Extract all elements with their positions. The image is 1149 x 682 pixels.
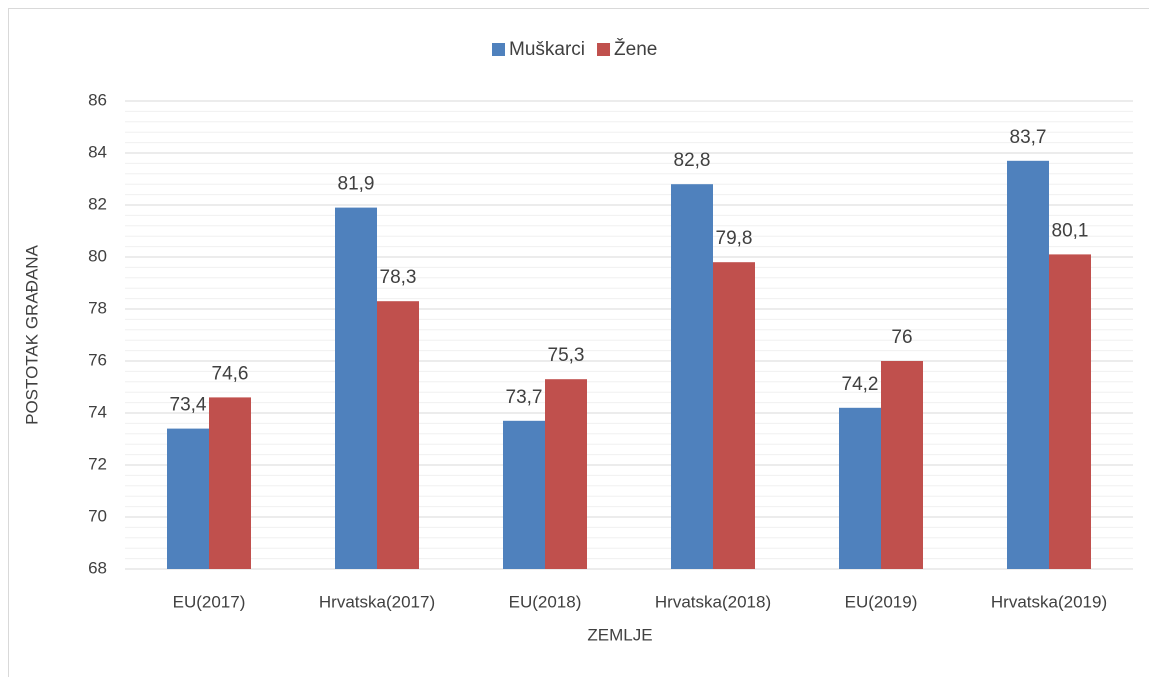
x-tick-label: EU(2018): [509, 592, 582, 611]
bar: [713, 262, 755, 569]
data-label: 73,7: [506, 387, 543, 408]
data-label: 81,9: [338, 174, 375, 195]
bar: [545, 379, 587, 569]
data-label: 83,7: [1010, 127, 1047, 148]
y-tick-label: 82: [88, 194, 107, 213]
y-tick-label: 84: [88, 142, 107, 161]
y-axis-title: POSTOTAK GRAĐANA: [22, 244, 41, 424]
bar: [881, 361, 923, 569]
bar: [503, 421, 545, 569]
y-tick-label: 72: [88, 454, 107, 473]
data-label: 75,3: [548, 345, 585, 366]
data-label: 74,6: [212, 363, 249, 384]
legend-label: Žene: [614, 38, 657, 60]
data-label: 78,3: [380, 267, 417, 288]
bar: [209, 397, 251, 569]
y-tick-label: 70: [88, 506, 107, 525]
y-tick-label: 68: [88, 558, 107, 577]
y-tick-label: 76: [88, 350, 107, 369]
y-tick-label: 86: [88, 90, 107, 109]
legend-swatch: [597, 43, 610, 56]
chart-border: [9, 9, 1149, 678]
x-tick-label: EU(2017): [173, 592, 246, 611]
data-label: 73,4: [170, 395, 207, 416]
data-label: 79,8: [716, 228, 753, 249]
bar: [377, 301, 419, 569]
data-label: 74,2: [842, 374, 879, 395]
legend-swatch: [492, 43, 505, 56]
y-tick-label: 74: [88, 402, 107, 421]
bar: [1007, 161, 1049, 569]
legend-label: Muškarci: [509, 39, 585, 60]
y-tick-label: 78: [88, 298, 107, 317]
data-label: 80,1: [1052, 220, 1089, 241]
bar: [167, 429, 209, 569]
bar: [335, 208, 377, 569]
data-label: 76: [891, 327, 912, 348]
x-tick-label: Hrvatska(2019): [991, 592, 1107, 611]
x-axis-title: ZEMLJE: [587, 625, 652, 644]
bar: [1049, 254, 1091, 569]
bar: [839, 408, 881, 569]
x-tick-label: EU(2019): [845, 592, 918, 611]
y-tick-label: 80: [88, 246, 107, 265]
x-tick-label: Hrvatska(2017): [319, 592, 435, 611]
data-label: 82,8: [674, 150, 711, 171]
bar: [671, 184, 713, 569]
x-tick-label: Hrvatska(2018): [655, 592, 771, 611]
